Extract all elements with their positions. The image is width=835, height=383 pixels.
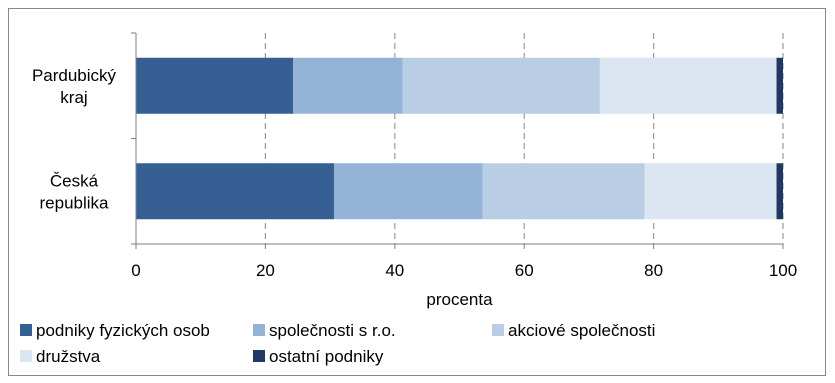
bar-segment-1-1: [333, 163, 483, 220]
bar-segment-1-4: [776, 163, 783, 220]
legend-swatch-2: [492, 324, 504, 336]
category-label-0-line-0: Pardubický: [32, 66, 117, 85]
x-tick-label-20: 20: [256, 261, 275, 280]
legend-swatch-3: [20, 350, 32, 362]
x-tick-label-60: 60: [515, 261, 534, 280]
bar-segment-1-2: [482, 163, 645, 220]
legend-label-2: akciové společnosti: [508, 321, 655, 340]
bar-segment-1-0: [136, 163, 334, 220]
legend-label-1: společnosti s r.o.: [269, 321, 396, 340]
legend-swatch-1: [253, 324, 265, 336]
x-tick-label-0: 0: [131, 261, 140, 280]
category-label-1-line-0: Česká: [50, 171, 99, 190]
bar-segment-1-3: [644, 163, 777, 220]
legend-label-3: družstva: [36, 347, 101, 366]
x-tick-label-80: 80: [644, 261, 663, 280]
category-label-0-line-1: kraj: [60, 88, 87, 107]
bar-segment-0-0: [136, 57, 294, 114]
x-axis-title: procenta: [426, 290, 493, 309]
legend-swatch-4: [253, 350, 265, 362]
bar-segment-0-3: [599, 57, 777, 114]
bar-segment-0-2: [402, 57, 600, 114]
x-tick-label-40: 40: [385, 261, 404, 280]
bar-segment-0-4: [776, 57, 783, 114]
category-label-1-line-1: republika: [40, 193, 110, 212]
legend-label-4: ostatní podniky: [269, 347, 384, 366]
bar-segment-0-1: [293, 57, 403, 114]
x-tick-label-100: 100: [769, 261, 797, 280]
legend-label-0: podniky fyzických osob: [36, 321, 210, 340]
legend-swatch-0: [20, 324, 32, 336]
